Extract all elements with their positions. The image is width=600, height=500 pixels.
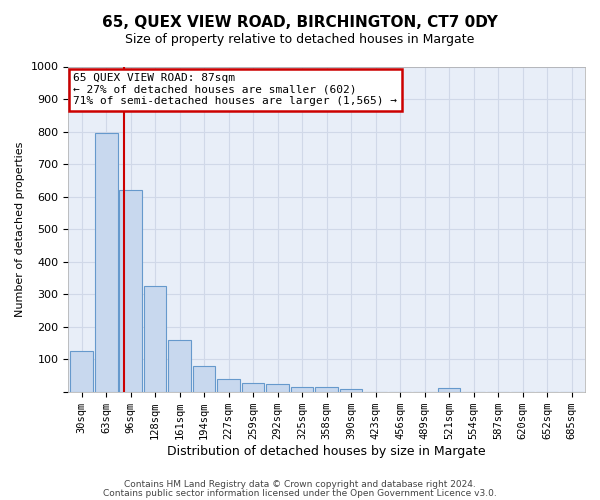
Text: 65 QUEX VIEW ROAD: 87sqm
← 27% of detached houses are smaller (602)
71% of semi-: 65 QUEX VIEW ROAD: 87sqm ← 27% of detach… (73, 73, 397, 106)
Text: Size of property relative to detached houses in Margate: Size of property relative to detached ho… (125, 32, 475, 46)
Bar (70, 351, 93, 392)
Bar (119, 190, 142, 392)
Bar (217, 378, 240, 392)
Bar (242, 383, 265, 392)
Bar (144, 286, 166, 392)
X-axis label: Distribution of detached houses by size in Margate: Distribution of detached houses by size … (167, 444, 486, 458)
Bar (340, 389, 362, 392)
Bar (316, 387, 338, 392)
Bar (193, 366, 215, 392)
Bar (95, 133, 118, 392)
Text: 65, QUEX VIEW ROAD, BIRCHINGTON, CT7 0DY: 65, QUEX VIEW ROAD, BIRCHINGTON, CT7 0DY (102, 15, 498, 30)
Text: Contains HM Land Registry data © Crown copyright and database right 2024.: Contains HM Land Registry data © Crown c… (124, 480, 476, 489)
Text: Contains public sector information licensed under the Open Government Licence v3: Contains public sector information licen… (103, 488, 497, 498)
Bar (266, 384, 289, 392)
Bar (291, 387, 313, 392)
Bar (169, 340, 191, 392)
Bar (438, 388, 460, 392)
Y-axis label: Number of detached properties: Number of detached properties (15, 142, 25, 317)
